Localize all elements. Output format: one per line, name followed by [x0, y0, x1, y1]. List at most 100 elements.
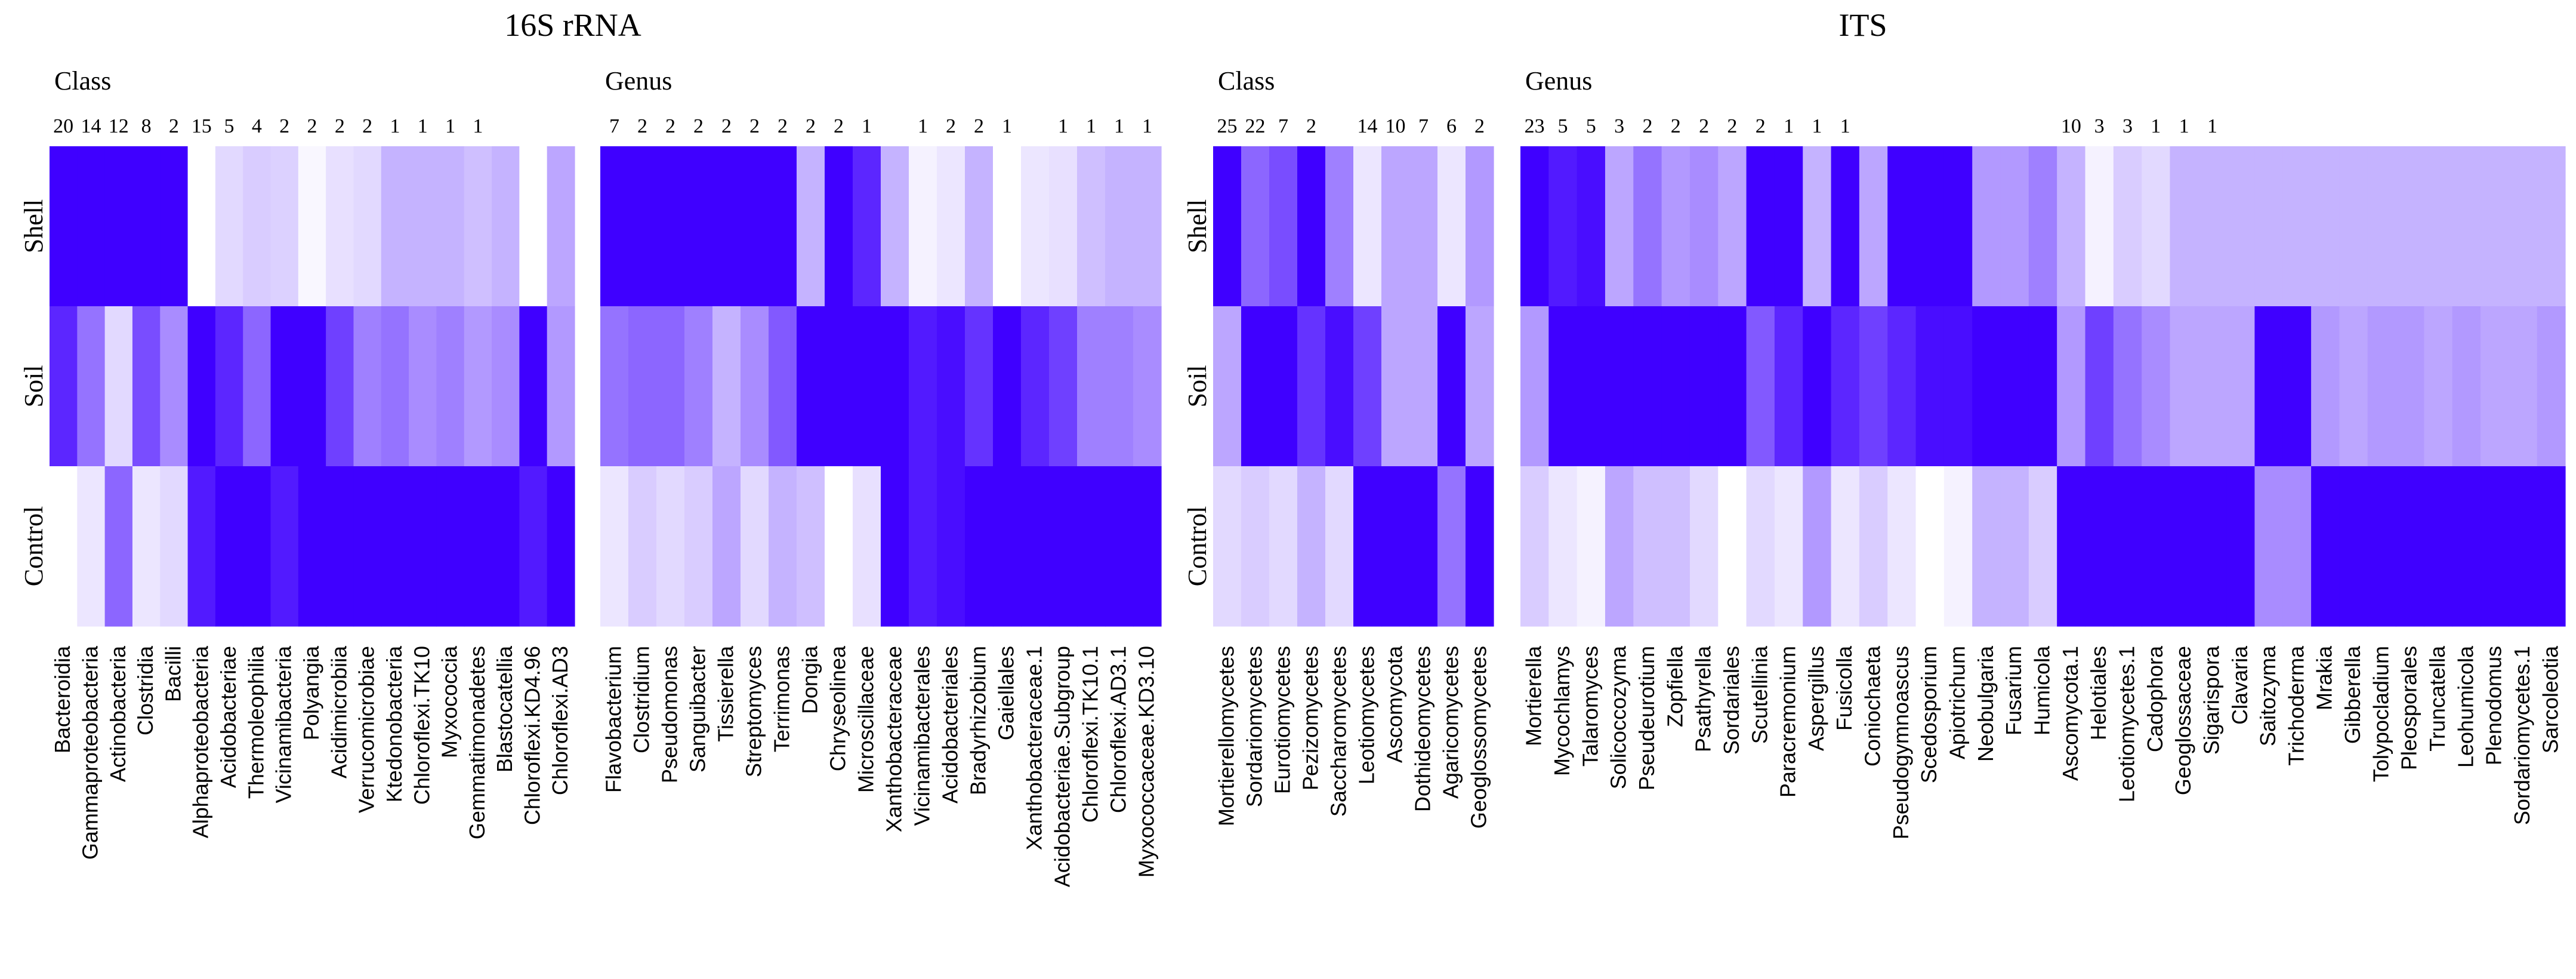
heatmap-cell [628, 306, 657, 467]
column-label: Sarcoleotia [2538, 645, 2562, 753]
column-label: Bacilli [161, 646, 185, 702]
heatmap-cell [298, 306, 326, 467]
heatmap-cell [1718, 146, 1747, 307]
heatmap-cell [1689, 146, 1719, 307]
count-label: 1 [1002, 115, 1012, 137]
count-label: 25 [1217, 115, 1238, 137]
heatmap-cell [853, 146, 881, 307]
column-label: Pseudeurotium [1634, 646, 1659, 790]
heatmap-cell [825, 146, 853, 307]
column-label: Chloroflexi.AD3.1 [1106, 646, 1131, 813]
column-label: Aspergillus [1804, 646, 1828, 751]
heatmap-cell [2057, 306, 2086, 467]
heatmap-cell [1943, 306, 1973, 467]
heatmap-cell [1803, 146, 1832, 307]
heatmap-cell [853, 306, 881, 467]
column-label: Sordariomycetes.1 [2510, 646, 2534, 825]
heatmap-cell [937, 146, 965, 307]
heatmap-cell [2396, 306, 2424, 467]
column-label: Microscillaceae [854, 646, 878, 793]
heatmap-cell [1887, 146, 1917, 307]
column-label: Clostridium [630, 646, 654, 753]
heatmap-cell [187, 306, 216, 467]
column-label: Chloroflexi.TK10.1 [1078, 646, 1103, 823]
heatmap-cell [881, 146, 909, 307]
column-label: Leotiomycetes [1355, 646, 1379, 784]
count-label: 1 [2151, 115, 2161, 137]
count-label: 23 [1525, 115, 1545, 137]
heatmap-cell [1915, 306, 1945, 467]
column-label: Tissierella [714, 645, 738, 742]
heatmap-cell [1353, 306, 1382, 467]
heatmap-cell [656, 306, 685, 467]
heatmap-cell [1520, 146, 1549, 307]
heatmap-cell [1774, 466, 1803, 627]
heatmap-cell [2000, 306, 2029, 467]
column-label: Bradyrhizobium [966, 646, 991, 795]
column-label: Myxococcaceae.KD3.10 [1134, 646, 1159, 878]
column-label: Clostridia [133, 645, 158, 735]
heatmap-cell [2085, 466, 2114, 627]
column-label: Flavobacterium [601, 646, 626, 793]
column-label: Gammaproteobacteria [78, 645, 102, 860]
row-label: Shell [1183, 199, 1212, 253]
heatmap-cell [712, 306, 741, 467]
count-label: 1 [1086, 115, 1096, 137]
heatmap-cell [50, 306, 78, 467]
heatmap-cell [2254, 146, 2284, 307]
heatmap-cell [50, 466, 78, 627]
heatmap-cell [1831, 306, 1860, 467]
heatmap-cell [2424, 146, 2453, 307]
heatmap-cell [1133, 306, 1162, 467]
heatmap-cell [326, 306, 354, 467]
heatmap-cell [1859, 306, 1888, 467]
heatmap-cell [712, 146, 741, 307]
column-label: Vicinamibacterales [910, 646, 934, 826]
heatmap-cell [1021, 466, 1050, 627]
heatmap-cell [1466, 306, 1494, 467]
count-label: 2 [974, 115, 984, 137]
heatmap-cell [2142, 466, 2171, 627]
heatmap-cell [160, 146, 189, 307]
heatmap-cell [1633, 306, 1662, 467]
heatmap-cell [937, 306, 965, 467]
heatmap-cell [600, 146, 629, 307]
column-label: Acidobacteriae [216, 646, 240, 788]
column-label: Coniochaeta [1861, 645, 1885, 766]
column-label: Streptomyces [742, 646, 766, 777]
heatmap-cell [1105, 466, 1134, 627]
count-label: 2 [637, 115, 647, 137]
heatmap-cell [1972, 466, 2001, 627]
heatmap-cell [600, 306, 629, 467]
heatmap-cell [298, 146, 326, 307]
heatmap-cell [1689, 466, 1719, 627]
heatmap-cell [2085, 306, 2114, 467]
heatmap-cell [326, 466, 354, 627]
count-label: 1 [1812, 115, 1822, 137]
count-label: 2 [1306, 115, 1316, 137]
count-label: 20 [53, 115, 73, 137]
heatmap-cell [2170, 306, 2199, 467]
heatmap-cell [1466, 466, 1494, 627]
column-label: Sigarispora [2199, 645, 2223, 755]
heatmap-cell [909, 146, 937, 307]
heatmap-cell [547, 466, 575, 627]
column-label: Saitozyma [2256, 645, 2280, 746]
count-label: 10 [2061, 115, 2081, 137]
column-label: Pseudogymnoascus [1889, 646, 1913, 839]
heatmap-cell [2509, 306, 2538, 467]
heatmap-cell [2057, 466, 2086, 627]
heatmap-cell [1269, 146, 1298, 307]
heatmap-cell [769, 306, 797, 467]
heatmap-cell [1577, 146, 1606, 307]
heatmap-cell [2113, 306, 2142, 467]
heatmap-cell [881, 466, 909, 627]
column-label: Mortierella [1522, 645, 1546, 746]
heatmap-cell [1548, 306, 1578, 467]
count-label: 2 [834, 115, 844, 137]
count-label: 2 [1699, 115, 1709, 137]
